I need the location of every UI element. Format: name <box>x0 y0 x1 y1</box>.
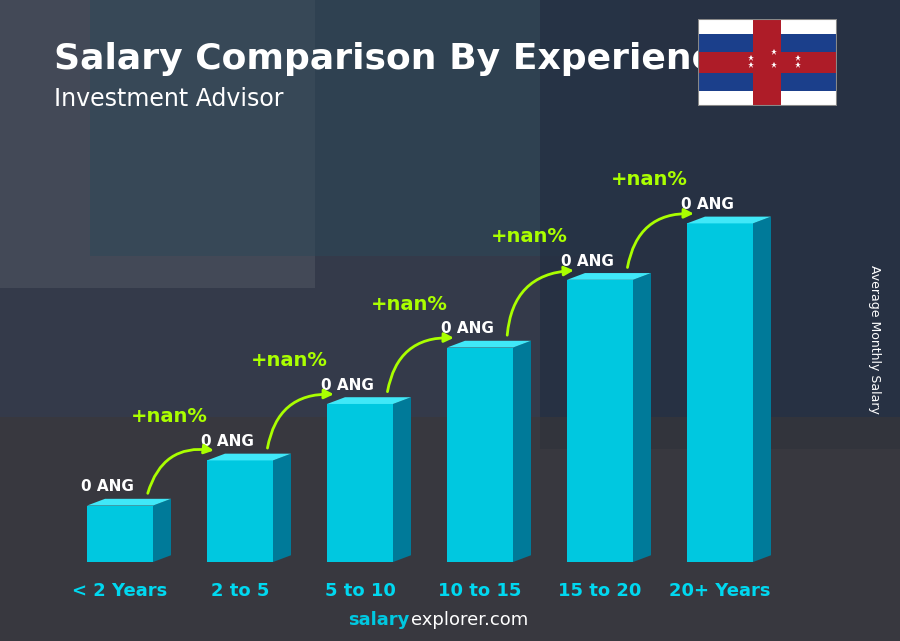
Text: Salary Comparison By Experience: Salary Comparison By Experience <box>54 42 737 76</box>
Text: 0 ANG: 0 ANG <box>441 321 494 337</box>
Polygon shape <box>753 217 771 562</box>
Polygon shape <box>633 273 651 562</box>
Text: 0 ANG: 0 ANG <box>561 254 614 269</box>
Text: 0 ANG: 0 ANG <box>681 197 733 212</box>
Bar <box>698 73 837 91</box>
Polygon shape <box>207 454 291 460</box>
Bar <box>327 404 393 562</box>
Polygon shape <box>513 341 531 562</box>
Bar <box>698 52 837 73</box>
Bar <box>698 91 837 106</box>
Bar <box>0 417 900 641</box>
Polygon shape <box>393 397 411 562</box>
Polygon shape <box>687 217 771 223</box>
Polygon shape <box>327 397 411 404</box>
Bar <box>567 280 633 562</box>
Text: 0 ANG: 0 ANG <box>81 479 134 494</box>
Bar <box>698 19 837 33</box>
Text: Average Monthly Salary: Average Monthly Salary <box>868 265 881 414</box>
Text: salary: salary <box>348 611 410 629</box>
Bar <box>687 223 753 562</box>
Bar <box>698 33 837 52</box>
Polygon shape <box>273 454 291 562</box>
Polygon shape <box>87 499 171 506</box>
Text: 0 ANG: 0 ANG <box>201 434 254 449</box>
Bar <box>87 506 153 562</box>
Text: Investment Advisor: Investment Advisor <box>54 87 284 110</box>
Text: +nan%: +nan% <box>131 408 208 426</box>
Bar <box>207 460 273 562</box>
Text: +nan%: +nan% <box>491 227 568 246</box>
Bar <box>447 347 513 562</box>
Bar <box>753 19 781 106</box>
Polygon shape <box>153 499 171 562</box>
Bar <box>0 0 315 288</box>
Text: +nan%: +nan% <box>372 295 448 313</box>
Bar <box>540 0 900 449</box>
Text: explorer.com: explorer.com <box>411 611 528 629</box>
Text: +nan%: +nan% <box>611 171 688 190</box>
Polygon shape <box>447 341 531 347</box>
Text: +nan%: +nan% <box>251 351 328 370</box>
Bar <box>90 0 630 256</box>
Text: 0 ANG: 0 ANG <box>321 378 374 393</box>
Polygon shape <box>567 273 651 280</box>
